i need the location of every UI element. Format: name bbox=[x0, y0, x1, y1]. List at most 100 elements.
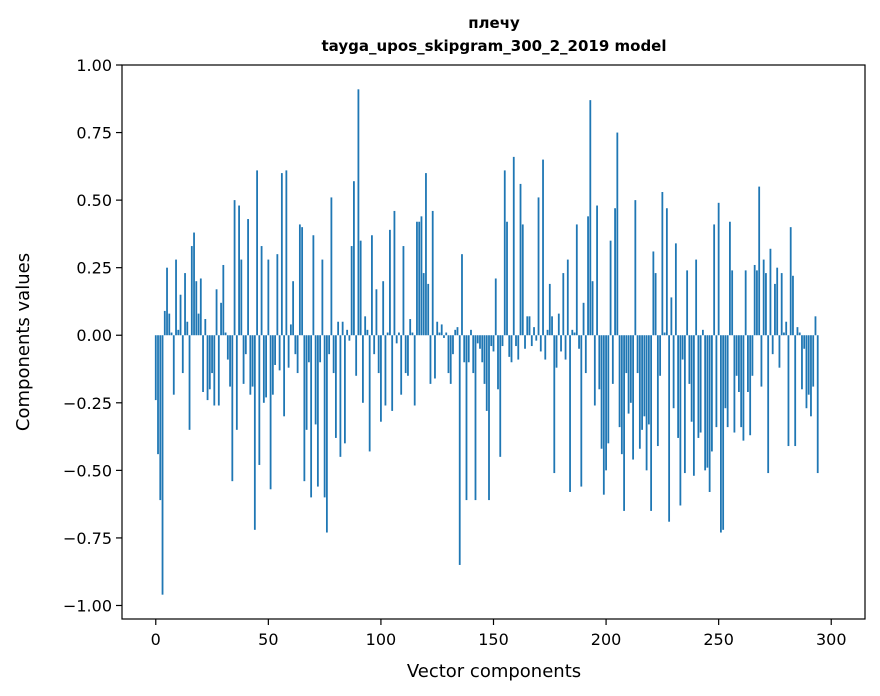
bar-78 bbox=[330, 197, 333, 336]
bar-280 bbox=[785, 321, 788, 336]
bar-7 bbox=[170, 332, 173, 336]
bar-179 bbox=[557, 313, 560, 336]
bar-259 bbox=[738, 335, 740, 392]
bar-56 bbox=[280, 173, 283, 336]
bar-80 bbox=[334, 335, 337, 438]
bar-180 bbox=[560, 335, 562, 352]
bar-204 bbox=[614, 208, 616, 336]
bar-241 bbox=[697, 335, 700, 438]
bar-146 bbox=[483, 335, 486, 384]
bar-131 bbox=[449, 335, 452, 384]
y-axis-label: Components values bbox=[13, 253, 34, 431]
bar-110 bbox=[402, 246, 405, 336]
bar-189 bbox=[580, 335, 583, 487]
bar-208 bbox=[623, 335, 625, 511]
bar-285 bbox=[796, 327, 799, 336]
bar-148 bbox=[488, 335, 490, 501]
y-tick-label: −1.00 bbox=[63, 596, 112, 615]
bar-221 bbox=[652, 251, 655, 336]
bar-194 bbox=[591, 281, 594, 336]
bar-24 bbox=[208, 335, 211, 390]
bar-168 bbox=[533, 327, 535, 336]
bar-46 bbox=[258, 335, 261, 465]
x-tick-label: 300 bbox=[816, 630, 847, 649]
bars-group bbox=[154, 89, 819, 595]
bar-176 bbox=[551, 316, 553, 336]
bar-228 bbox=[668, 335, 671, 522]
bar-163 bbox=[521, 224, 524, 336]
x-tick-label: 100 bbox=[366, 630, 397, 649]
bar-12 bbox=[181, 335, 184, 374]
bar-197 bbox=[598, 335, 601, 390]
x-tick-label: 50 bbox=[258, 630, 278, 649]
bar-122 bbox=[429, 335, 432, 384]
bar-112 bbox=[407, 335, 409, 376]
bar-150 bbox=[492, 335, 495, 352]
bar-123 bbox=[431, 210, 434, 336]
bar-275 bbox=[774, 283, 776, 336]
bar-48 bbox=[262, 335, 265, 403]
bar-157 bbox=[508, 335, 511, 357]
bar-214 bbox=[636, 335, 639, 374]
bar-160 bbox=[515, 335, 517, 347]
bar-93 bbox=[364, 316, 367, 336]
bar-50 bbox=[267, 259, 270, 336]
bar-36 bbox=[235, 335, 238, 430]
bar-175 bbox=[548, 283, 551, 336]
bar-235 bbox=[683, 335, 686, 474]
bar-88 bbox=[353, 181, 355, 336]
bar-145 bbox=[481, 335, 484, 363]
bar-28 bbox=[217, 335, 220, 406]
bar-246 bbox=[708, 335, 711, 492]
bar-282 bbox=[789, 227, 792, 336]
bar-138 bbox=[465, 335, 468, 501]
bar-22 bbox=[204, 319, 207, 336]
bar-265 bbox=[751, 335, 754, 376]
bar-192 bbox=[587, 216, 589, 336]
bar-185 bbox=[571, 329, 574, 336]
bar-216 bbox=[641, 335, 643, 430]
bar-126 bbox=[438, 332, 441, 336]
bar-229 bbox=[670, 297, 673, 336]
bar-291 bbox=[810, 335, 812, 417]
bar-100 bbox=[380, 335, 382, 422]
bar-188 bbox=[578, 335, 580, 349]
bar-252 bbox=[722, 335, 725, 530]
bar-196 bbox=[596, 205, 598, 336]
bar-166 bbox=[528, 316, 531, 336]
bar-38 bbox=[240, 259, 243, 336]
bar-225 bbox=[661, 192, 664, 336]
bar-236 bbox=[686, 270, 689, 336]
bar-247 bbox=[711, 335, 713, 452]
bar-286 bbox=[798, 332, 801, 336]
bar-218 bbox=[645, 335, 648, 471]
x-tick-label: 250 bbox=[703, 630, 734, 649]
bar-271 bbox=[765, 273, 767, 336]
bar-84 bbox=[344, 335, 346, 444]
bar-124 bbox=[434, 335, 436, 379]
bar-199 bbox=[602, 335, 605, 495]
y-tick-label: 0.00 bbox=[76, 326, 112, 345]
bar-284 bbox=[794, 335, 797, 447]
bar-74 bbox=[321, 259, 324, 336]
bar-191 bbox=[584, 335, 587, 374]
bar-98 bbox=[375, 289, 378, 336]
bar-203 bbox=[611, 335, 614, 384]
bar-114 bbox=[411, 332, 414, 336]
bar-288 bbox=[803, 335, 806, 349]
bar-154 bbox=[501, 335, 504, 347]
bar-173 bbox=[544, 335, 547, 360]
bar-207 bbox=[620, 335, 623, 455]
y-axis-ticks: −1.00 −0.75 −0.50 −0.25 0.00 0.25 0.50 0.75 1.00 bbox=[63, 56, 122, 615]
bar-71 bbox=[314, 335, 317, 425]
bar-33 bbox=[229, 335, 231, 387]
bar-4 bbox=[163, 310, 166, 336]
bar-87 bbox=[350, 246, 353, 336]
bar-219 bbox=[647, 335, 650, 425]
bar-49 bbox=[265, 335, 267, 398]
bar-217 bbox=[643, 335, 646, 417]
bar-67 bbox=[305, 335, 308, 430]
bar-139 bbox=[467, 335, 470, 363]
bar-41 bbox=[247, 219, 249, 336]
